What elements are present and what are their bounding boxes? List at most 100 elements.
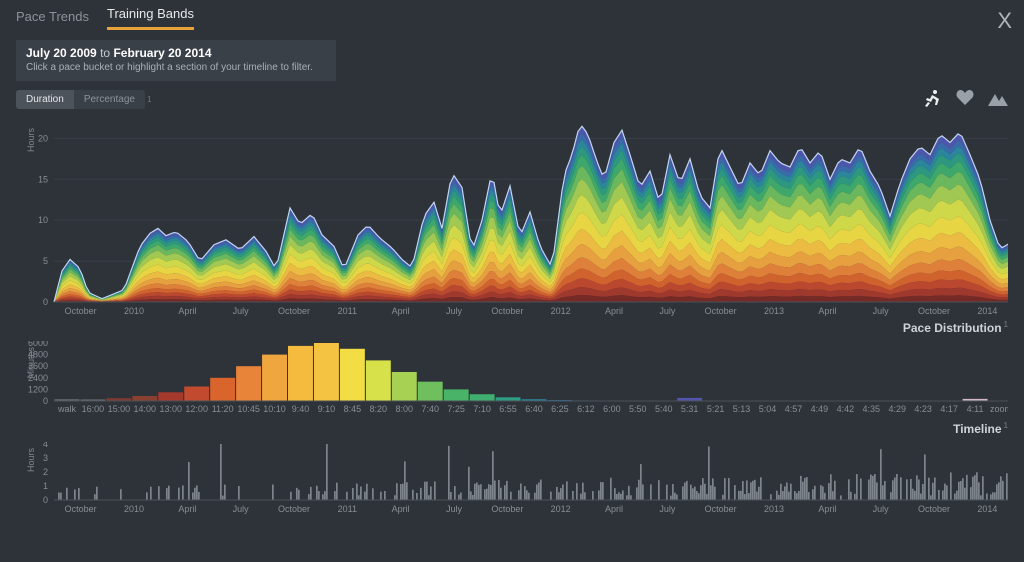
svg-text:zoom: zoom [990, 404, 1008, 414]
svg-text:April: April [605, 504, 623, 514]
svg-text:4:17: 4:17 [940, 404, 958, 414]
svg-text:October: October [278, 504, 310, 514]
svg-text:3: 3 [43, 453, 48, 463]
svg-text:April: April [392, 306, 410, 316]
svg-text:July: July [233, 504, 250, 514]
svg-text:6:00: 6:00 [603, 404, 621, 414]
svg-text:1: 1 [43, 481, 48, 491]
svg-text:2010: 2010 [124, 306, 144, 316]
svg-text:4:35: 4:35 [863, 404, 881, 414]
svg-text:4:23: 4:23 [914, 404, 932, 414]
svg-text:6:25: 6:25 [551, 404, 569, 414]
svg-text:4:57: 4:57 [785, 404, 803, 414]
svg-text:15:00: 15:00 [108, 404, 131, 414]
svg-text:October: October [491, 306, 523, 316]
svg-text:October: October [705, 504, 737, 514]
svg-text:8:20: 8:20 [370, 404, 388, 414]
pace-distribution-chart[interactable]: 012002400360048006000walk16:0015:0014:00… [16, 341, 1008, 417]
toggle-percentage[interactable]: Percentage [74, 90, 145, 109]
svg-text:April: April [818, 306, 836, 316]
svg-text:20: 20 [38, 133, 48, 143]
pace-dist-title: Pace Distribution [903, 321, 1002, 335]
tab-pace-trends[interactable]: Pace Trends [16, 9, 89, 30]
runner-icon[interactable] [922, 89, 942, 110]
svg-text:2: 2 [43, 467, 48, 477]
svg-text:October: October [65, 306, 97, 316]
svg-text:October: October [491, 504, 523, 514]
svg-text:11:20: 11:20 [212, 404, 234, 414]
svg-text:2012: 2012 [551, 504, 571, 514]
svg-text:April: April [178, 306, 196, 316]
svg-text:4:42: 4:42 [837, 404, 855, 414]
date-to: February 20 2014 [113, 46, 211, 60]
svg-text:15: 15 [38, 174, 48, 184]
heart-icon[interactable] [956, 90, 974, 109]
timeline-badge: 1 [1004, 421, 1008, 430]
svg-text:July: July [659, 504, 676, 514]
svg-text:October: October [278, 306, 310, 316]
mountain-icon[interactable] [988, 90, 1008, 109]
svg-text:10: 10 [38, 215, 48, 225]
svg-text:0: 0 [43, 396, 48, 406]
svg-text:5:04: 5:04 [759, 404, 777, 414]
svg-text:July: July [446, 306, 463, 316]
svg-text:7:40: 7:40 [421, 404, 439, 414]
svg-text:4:29: 4:29 [888, 404, 906, 414]
svg-text:2011: 2011 [338, 504, 357, 514]
toggle-duration[interactable]: Duration [16, 90, 74, 109]
svg-text:2014: 2014 [977, 306, 997, 316]
svg-text:12:00: 12:00 [185, 404, 208, 414]
pace-ylabel: Minutes [26, 347, 36, 379]
svg-text:2012: 2012 [551, 306, 571, 316]
svg-text:2013: 2013 [764, 306, 784, 316]
svg-text:6:55: 6:55 [499, 404, 517, 414]
svg-text:October: October [918, 306, 950, 316]
timeline-chart[interactable]: 0 1 2 3 4 October 2010 April July October 2011 Apri… [16, 442, 1008, 516]
svg-text:2014: 2014 [977, 504, 997, 514]
date-from: July 20 2009 [26, 46, 97, 60]
svg-text:July: July [873, 306, 890, 316]
svg-text:10:45: 10:45 [237, 404, 260, 414]
date-range-panel: July 20 2009 to February 20 2014 Click a… [16, 40, 336, 81]
timeline-title: Timeline [953, 422, 1001, 436]
svg-text:8:45: 8:45 [344, 404, 362, 414]
svg-text:April: April [818, 504, 836, 514]
toggle-badge: 1 [147, 95, 151, 104]
close-icon[interactable]: X [997, 8, 1012, 34]
svg-text:walk: walk [57, 404, 77, 414]
svg-text:7:25: 7:25 [447, 404, 465, 414]
svg-text:0: 0 [43, 297, 48, 307]
svg-text:6:12: 6:12 [577, 404, 595, 414]
svg-text:July: July [233, 306, 250, 316]
svg-text:October: October [65, 504, 97, 514]
pace-dist-badge: 1 [1004, 320, 1008, 329]
svg-text:April: April [605, 306, 623, 316]
svg-text:0: 0 [43, 495, 48, 505]
svg-text:April: April [392, 504, 410, 514]
svg-text:July: July [659, 306, 676, 316]
svg-text:8:00: 8:00 [396, 404, 414, 414]
main-ylabel: Hours [26, 128, 36, 152]
tab-training-bands[interactable]: Training Bands [107, 6, 194, 30]
svg-text:October: October [705, 306, 737, 316]
svg-text:April: April [178, 504, 196, 514]
svg-text:4: 4 [43, 442, 48, 449]
training-bands-chart[interactable]: 05101520October2010AprilJulyOctober2011A… [16, 116, 1008, 316]
timeline-ylabel: Hours [26, 448, 36, 472]
svg-text:2011: 2011 [338, 306, 357, 316]
svg-text:4:49: 4:49 [811, 404, 829, 414]
svg-text:July: July [446, 504, 463, 514]
svg-text:5:50: 5:50 [629, 404, 647, 414]
svg-text:13:00: 13:00 [159, 404, 182, 414]
svg-text:5:21: 5:21 [707, 404, 725, 414]
date-range-hint: Click a pace bucket or highlight a secti… [26, 62, 326, 73]
svg-text:6:40: 6:40 [525, 404, 543, 414]
svg-text:14:00: 14:00 [134, 404, 157, 414]
svg-text:1200: 1200 [28, 384, 48, 394]
svg-text:16:00: 16:00 [82, 404, 105, 414]
svg-text:2010: 2010 [124, 504, 144, 514]
svg-text:4:11: 4:11 [967, 404, 984, 414]
svg-text:7:10: 7:10 [473, 404, 491, 414]
svg-text:9:10: 9:10 [318, 404, 336, 414]
svg-text:October: October [918, 504, 950, 514]
